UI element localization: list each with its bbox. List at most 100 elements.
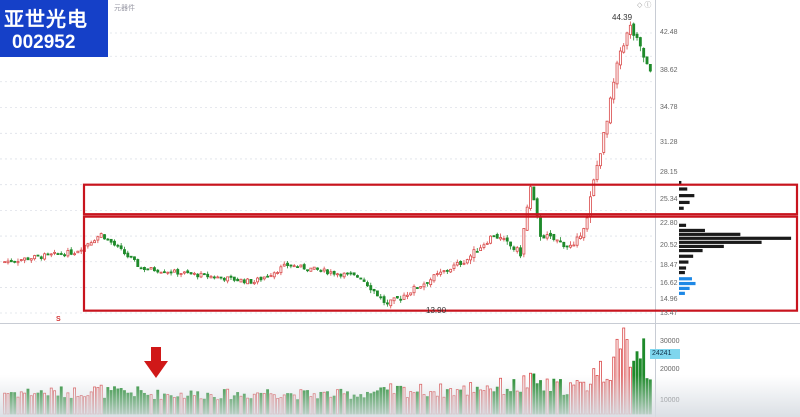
candle-body [29,258,33,261]
candle-body [342,272,346,278]
price-tick: 28.15 [660,169,678,176]
candle-body [136,259,140,267]
candle-body [352,272,356,276]
price-tick: 42.48 [660,29,678,36]
candle-body [309,267,313,272]
candle-body [505,237,509,242]
volume-profile-bar [679,200,690,205]
candle-body [186,270,190,274]
candle-body [645,56,649,65]
candle-body [385,302,389,305]
candle-body [628,24,632,36]
candle-body [262,276,266,280]
volume-profile-bar [679,206,684,210]
candle-body [252,281,256,285]
candle-body [219,276,223,279]
candle-body [109,238,113,243]
candle-body [153,267,156,272]
candle-body [635,33,639,38]
volume-profile-bar [679,240,762,244]
candle-body [49,253,53,256]
candle-body [608,97,612,124]
price-tick: 16.62 [660,280,678,287]
candle-body [469,255,473,261]
candle-body [575,236,579,246]
stock-name: 亚世光电 [4,7,88,31]
volume-tick: 30000 [660,338,680,345]
candle-body [6,260,10,264]
candle-body [402,294,406,300]
candle-body [455,261,459,266]
volume-profile-bar [679,187,688,191]
volume-profile-bar [679,266,687,270]
price-tick: 13.47 [660,310,678,317]
candle-body [372,289,376,292]
price-tick: 34.78 [660,104,678,111]
volume-profile-bar [679,281,696,286]
candle-body [555,239,559,242]
candle-body [53,251,57,254]
candle-body [445,270,449,272]
price-tick: 31.28 [660,139,678,146]
candle-body [192,272,196,275]
candle-body [126,252,130,258]
candle-body [302,264,306,270]
candle-body [239,278,243,283]
candle-body [69,249,73,255]
candle-body [86,243,90,247]
candle-body [632,23,636,36]
candle-body [106,238,110,241]
volume-profile-bar [679,180,682,185]
volume-profile-bar [679,260,689,264]
candle-body [612,81,616,100]
candle-body [442,270,446,273]
candle-body [485,242,489,245]
stock-badge: 亚世光电 002952 [0,0,108,57]
candle-body [522,228,526,255]
price-tick: 38.62 [660,67,678,74]
peak-marker-icons: ◇ ⓛ [637,2,652,9]
candle-body [379,296,383,299]
candle-body [216,276,220,279]
candle-body [462,262,466,265]
candle-body [535,198,539,216]
candle-body [512,246,516,250]
volume-profile-bar [679,236,792,240]
candle-body [73,253,76,256]
candle-body [312,266,316,270]
candle-body [196,273,200,278]
bottom-overlay [0,375,800,417]
candle-body [425,282,429,284]
candle-body [139,267,143,270]
candle-body [119,245,123,249]
candle-body [276,272,280,274]
candle-body [449,268,453,273]
candle-body [479,247,483,251]
candle-body [519,247,522,257]
candle-body [222,277,226,281]
volume-profile-bar [679,248,703,253]
volume-profile-bar [679,228,705,233]
candle-body [179,273,183,275]
candle-body [595,164,599,181]
candle-body [256,277,260,283]
candle-body [336,273,339,276]
price-tick: 25.34 [660,196,678,203]
down-arrow-icon [144,347,168,378]
candle-body [439,271,443,275]
candle-body [169,271,173,274]
candle-body [209,275,213,279]
candle-body [349,272,353,275]
candle-body [89,242,93,246]
candle-body [465,259,469,264]
candle-body [622,45,626,53]
volume-tick: 20000 [660,366,680,373]
candle-body [33,255,37,260]
candle-body [332,270,336,275]
candle-body [316,267,319,270]
candle-body [562,241,566,248]
candle-body [549,232,552,237]
candle-body [129,255,133,258]
price-tick: 20.52 [660,242,678,249]
candle-body [202,273,206,276]
